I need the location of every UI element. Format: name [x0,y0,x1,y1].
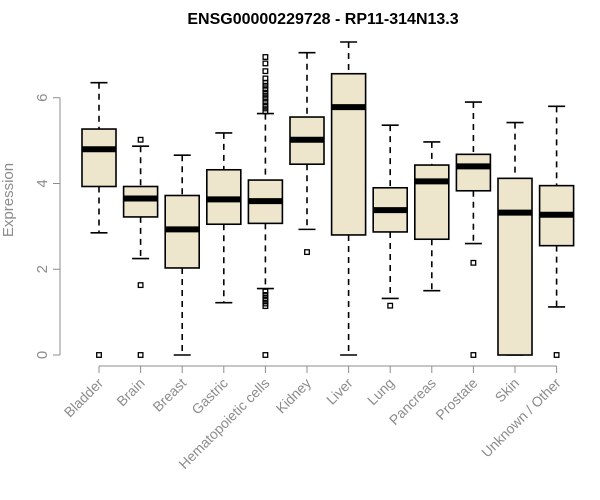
y-tick-label: 6 [34,94,51,102]
outlier-point [262,105,269,112]
x-tick-label: Kidney [273,375,315,417]
x-tick-label: Brain [113,375,147,409]
outlier-point [262,79,269,86]
outlier-point [262,303,269,310]
outlier-point [262,86,269,93]
box-hematopoietic-cells [247,54,284,358]
box-lung [372,124,409,309]
x-tick-label: Lung [364,375,397,408]
iqr-box [330,72,367,236]
x-tick-label: Breast [149,375,189,415]
y-tick-label: 0 [34,351,51,359]
outlier-point [262,108,269,115]
outlier-point [137,136,144,143]
box-gastric [206,132,242,304]
outlier-point [262,288,269,295]
outlier-point [304,249,310,256]
iqr-box [497,177,533,356]
iqr-box [455,153,492,192]
box-skin [497,121,533,356]
outlier-point [262,99,269,105]
y-axis-label: Expression [0,163,17,237]
box-unknown-other [538,105,575,358]
iqr-box [81,128,117,188]
outlier-point [262,68,269,75]
box-series [81,41,575,358]
x-tick-label: Bladder [61,375,107,421]
outlier-point [96,352,102,358]
box-pancreas [413,141,450,292]
iqr-box [413,164,450,241]
outlier-point [553,352,560,358]
outlier-point [262,60,269,67]
x-tick-label: Prostate [432,375,480,423]
box-bladder [81,81,117,358]
outlier-point [262,102,269,109]
outlier-point [262,352,269,358]
x-tick-label: Liver [323,375,356,408]
box-breast [164,154,200,356]
box-brain [122,136,159,358]
outlier-point [137,352,144,358]
box-liver [330,41,367,356]
outlier-point [262,54,269,60]
outlier-point [387,302,394,309]
outlier-point [470,259,477,266]
box-prostate [455,101,492,358]
x-tick-label: Unknown / Other [478,375,564,461]
box-kidney [289,51,325,256]
outlier-point [262,92,269,99]
y-tick-label: 4 [34,179,51,187]
outlier-point [137,282,144,289]
outlier-point [262,95,269,102]
outlier-point [470,352,477,358]
outlier-point [262,82,269,89]
x-tick-label: Skin [492,375,523,406]
outlier-point [262,297,269,304]
outlier-point [262,89,269,96]
y-tick-label: 2 [34,265,51,273]
y-axis: 0 2 4 6 [34,94,61,359]
iqr-box [122,185,159,218]
chart-title: ENSG00000229728 - RP11-314N13.3 [187,11,458,28]
outlier-point [262,292,269,298]
